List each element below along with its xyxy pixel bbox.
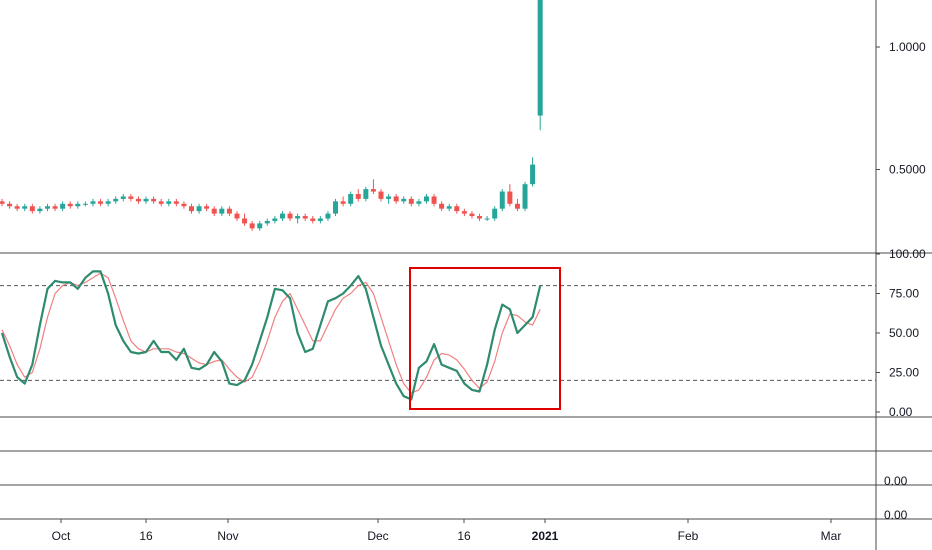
stochastic-tick-label: 25.00 xyxy=(889,366,919,380)
candle xyxy=(7,201,13,209)
candle xyxy=(340,196,346,207)
candle xyxy=(393,194,399,204)
candle xyxy=(514,198,520,212)
stochastic-tick-label: 50.00 xyxy=(889,326,919,340)
candle xyxy=(82,201,88,207)
candle xyxy=(98,198,104,207)
candle xyxy=(370,179,376,194)
candle xyxy=(287,211,293,221)
candle xyxy=(14,203,20,212)
candle xyxy=(37,206,43,214)
stochastic-tick-label: 100.00 xyxy=(889,247,926,261)
candle xyxy=(431,194,437,207)
candle xyxy=(537,0,543,131)
candle xyxy=(461,208,467,217)
empty-panel-tick-a: 0.00 xyxy=(884,474,908,488)
candle xyxy=(226,206,232,217)
candle xyxy=(143,196,149,204)
candle xyxy=(423,194,429,204)
price-tick-label: 0.5000 xyxy=(889,163,926,177)
candle xyxy=(29,203,35,214)
candle xyxy=(279,211,285,221)
time-tick-label: 2021 xyxy=(532,529,559,543)
candle xyxy=(492,206,498,221)
candle xyxy=(166,198,172,207)
candle xyxy=(446,203,452,212)
stochastic-levels xyxy=(0,285,876,381)
candle xyxy=(242,213,248,226)
candle xyxy=(249,220,255,231)
candle xyxy=(60,201,66,212)
candle xyxy=(477,213,483,221)
candle xyxy=(219,206,225,217)
candle xyxy=(204,203,210,212)
highlight-box xyxy=(409,267,561,410)
candle xyxy=(522,181,528,212)
time-tick-label: Dec xyxy=(367,529,388,543)
candle xyxy=(386,194,392,204)
candle xyxy=(378,189,384,202)
candle xyxy=(158,198,164,207)
empty-panel-tick-b: 0.00 xyxy=(884,508,908,522)
candle xyxy=(530,157,536,187)
candle xyxy=(128,194,134,202)
time-axis-ticks: Oct 16 Nov Dec 16 2021 Feb Mar xyxy=(52,519,842,543)
candle xyxy=(302,213,308,221)
candle xyxy=(454,203,460,214)
candle xyxy=(151,196,157,204)
candle xyxy=(295,213,301,224)
stochastic-k-line xyxy=(0,270,542,401)
candle xyxy=(0,198,5,207)
candle xyxy=(499,189,505,212)
stochastic-tick-label: 0.00 xyxy=(889,405,913,419)
candle xyxy=(272,216,278,224)
candle xyxy=(355,189,361,202)
candle xyxy=(113,196,119,204)
candle xyxy=(211,206,217,217)
candle xyxy=(52,203,58,212)
time-tick-label: 16 xyxy=(457,529,471,543)
candle xyxy=(44,203,50,212)
candle xyxy=(189,203,194,214)
time-tick-label: 16 xyxy=(139,529,153,543)
candle xyxy=(416,198,422,207)
stochastic-axis-ticks: 100.00 75.00 50.00 25.00 0.00 xyxy=(876,247,926,419)
price-candles xyxy=(0,0,543,231)
candle xyxy=(105,198,111,207)
candle xyxy=(469,211,475,219)
stochastic-lines xyxy=(0,270,542,401)
candle xyxy=(408,196,414,207)
time-tick-label: Oct xyxy=(52,529,71,543)
candle xyxy=(67,201,73,209)
time-tick-label: Nov xyxy=(217,529,238,543)
candle xyxy=(484,216,490,221)
candle xyxy=(135,196,141,204)
candle xyxy=(90,198,96,207)
candle xyxy=(264,218,270,226)
candle xyxy=(325,211,331,221)
price-tick-label: 1.0000 xyxy=(889,40,926,54)
candle xyxy=(333,198,339,217)
candle xyxy=(75,201,81,209)
candle xyxy=(363,186,369,202)
time-tick-label: Mar xyxy=(821,529,842,543)
candle xyxy=(317,216,323,224)
stochastic-tick-label: 75.00 xyxy=(889,287,919,301)
candle xyxy=(439,201,445,212)
time-tick-label: Feb xyxy=(678,529,699,543)
candle xyxy=(348,191,354,207)
candle xyxy=(181,201,187,209)
candle xyxy=(257,220,263,231)
candle xyxy=(310,216,316,224)
candle xyxy=(401,196,407,204)
candle xyxy=(507,184,513,207)
stochastic-d-line xyxy=(1,272,541,394)
candle xyxy=(120,194,126,202)
candle xyxy=(173,198,179,207)
candle xyxy=(196,203,202,214)
candle xyxy=(22,203,28,212)
candle xyxy=(234,211,240,221)
